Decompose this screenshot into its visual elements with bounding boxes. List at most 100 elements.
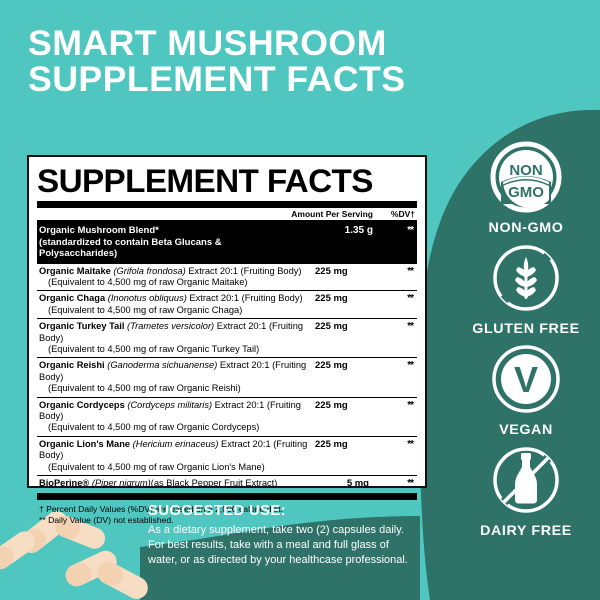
badge-dairy-free: DAIRY FREE: [452, 443, 600, 538]
column-header-rule: [37, 220, 417, 223]
ingredient-common-name: Organic Reishi: [39, 360, 105, 371]
ingredient-amount: 225 mg: [315, 293, 348, 305]
suggested-use-line-2: For best results, take with a meal and f…: [148, 539, 389, 551]
ingredient-amount: 225 mg: [315, 360, 348, 372]
title-line-2: SUPPLEMENT FACTS: [28, 60, 406, 99]
ingredient-latin-name: (Ganoderma sichuanense): [107, 360, 218, 371]
column-headers: Amount Per Serving %DV†: [37, 208, 417, 220]
ingredient-name: Organic Reishi (Ganoderma sichuanense) E…: [37, 360, 315, 394]
suggested-use-line-1: As a dietary supplement, take two (2) ca…: [148, 524, 404, 536]
ingredient-descriptor: Extract 20:1 (Fruiting Body): [39, 360, 307, 382]
row-rule: [37, 435, 417, 437]
ingredient-descriptor: Extract 20:1 (Fruiting Body): [39, 399, 301, 421]
column-header-dv: %DV†: [390, 209, 415, 219]
bioperine-name: BioPerine® (Piper nigrum)(as Black Peppe…: [37, 478, 307, 489]
table-row-ingredient: Organic Turkey Tail (Trametes versicolor…: [37, 319, 417, 357]
ingredient-descriptor: Extract 20:1 (Fruiting Body): [188, 265, 302, 276]
vegan-mark: V: [514, 359, 538, 400]
suggested-use-line-3: water, or as directed by your healthcase…: [148, 554, 408, 566]
dairy-free-icon: [493, 447, 559, 513]
footnote-dv-not-established: ** Daily Value (DV) not established.: [39, 515, 174, 526]
ingredient-descriptor: Extract 20:1 (Fruiting Body): [39, 321, 304, 343]
ingredient-rows: Organic Maitake (Grifola frondosa) Extra…: [37, 264, 417, 476]
ingredient-amount: 225 mg: [315, 438, 348, 450]
table-row-ingredient: Organic Maitake (Grifola frondosa) Extra…: [37, 264, 417, 291]
ingredient-latin-name: (Hericium erinaceus): [132, 438, 219, 449]
bioperine-descriptor: (as Black Pepper Fruit Extract): [150, 478, 278, 488]
ingredient-equivalent: (Equivalent to 4,500 mg of raw Organic C…: [48, 304, 243, 315]
certification-badges: NON GMO NON-GMO GLUTEN FREE: [452, 140, 600, 544]
blend-name-line1: Organic Mushroom Blend*: [39, 225, 159, 236]
title-line-1: SMART MUSHROOM: [28, 24, 387, 63]
row-rule: [37, 396, 417, 398]
badge-label-dairy-free: DAIRY FREE: [480, 522, 572, 538]
ingredient-latin-name: (Cordyceps militaris): [127, 399, 213, 410]
ingredient-name: Organic Lion's Mane (Hericium erinaceus)…: [37, 439, 315, 473]
heading-rule: [37, 201, 417, 208]
table-row-ingredient: Organic Lion's Mane (Hericium erinaceus)…: [37, 437, 417, 475]
row-rule: [37, 475, 417, 476]
ingredient-dv: **: [407, 399, 414, 411]
ingredient-name: Organic Maitake (Grifola frondosa) Extra…: [37, 266, 315, 289]
row-rule: [37, 290, 417, 292]
badge-label-non-gmo: NON-GMO: [488, 219, 564, 235]
gluten-free-icon: [493, 245, 559, 311]
ingredient-amount: 225 mg: [315, 321, 348, 333]
table-bottom-rule: [37, 493, 417, 501]
ingredient-descriptor: Extract 20:1 (Fruiting Body): [189, 293, 303, 304]
ingredient-amount: 225 mg: [315, 265, 348, 277]
suggested-use-section: SUGGESTED USE: As a dietary supplement, …: [148, 503, 438, 568]
non-gmo-mark-bottom: GMO: [508, 184, 544, 201]
ingredient-name: Organic Turkey Tail (Trametes versicolor…: [37, 321, 315, 355]
ingredient-dv: **: [407, 321, 414, 333]
blend-rule: [37, 262, 417, 264]
ingredient-latin-name: (Inonotus obliquus): [107, 293, 187, 304]
ingredient-equivalent: (Equivalent to 4,500 mg of raw Organic R…: [48, 383, 241, 394]
table-row-ingredient: Organic Reishi (Ganoderma sichuanense) E…: [37, 358, 417, 396]
badge-non-gmo: NON GMO NON-GMO: [452, 140, 600, 235]
ingredient-descriptor: Extract 20:1 (Fruiting Body): [39, 438, 308, 461]
table-row-ingredient: Organic Cordyceps (Cordyceps militaris) …: [37, 398, 417, 436]
ingredient-equivalent: (Equivalent to 4,500 mg of raw Organic T…: [48, 343, 260, 354]
footnotes: † Percent Daily Values (%DV) are based o…: [37, 500, 417, 526]
supplement-facts-panel: SUPPLEMENT FACTS Amount Per Serving %DV†…: [27, 155, 427, 525]
bioperine-dv: **: [407, 478, 414, 489]
blend-dv: **: [407, 225, 414, 236]
vegan-icon: V: [492, 345, 560, 413]
page-title: SMART MUSHROOM SUPPLEMENT FACTS: [28, 26, 548, 98]
badge-label-vegan: VEGAN: [499, 421, 553, 437]
bioperine-latin: (Piper nigrum): [91, 478, 151, 488]
ingredient-dv: **: [407, 360, 414, 372]
ingredient-name: Organic Cordyceps (Cordyceps militaris) …: [37, 400, 315, 434]
ingredient-common-name: Organic Lion's Mane: [39, 438, 131, 449]
ingredient-dv: **: [407, 265, 414, 277]
blend-name: Organic Mushroom Blend* (standardized to…: [37, 225, 277, 260]
suggested-use-title: SUGGESTED USE:: [148, 503, 286, 519]
non-gmo-mark-top: NON: [509, 162, 542, 179]
ingredient-common-name: Organic Turkey Tail: [39, 321, 125, 332]
table-row-ingredient: Organic Chaga (Inonotus obliquus) Extrac…: [37, 291, 417, 318]
blend-name-line2: (standardized to contain Beta Glucans & …: [39, 236, 222, 260]
badge-label-gluten-free: GLUTEN FREE: [472, 320, 580, 336]
ingredient-amount: 225 mg: [315, 399, 348, 411]
ingredient-equivalent: (Equivalent to 4,500 mg of raw Organic L…: [48, 461, 265, 472]
dark-teal-blob: [419, 109, 600, 600]
bioperine-name-text: BioPerine®: [39, 478, 90, 488]
supplement-facts-heading: SUPPLEMENT FACTS: [37, 163, 373, 199]
ingredient-common-name: Organic Maitake: [39, 265, 111, 276]
table-row-blend: Organic Mushroom Blend* (standardized to…: [37, 223, 417, 263]
ingredient-latin-name: (Trametes versicolor): [127, 321, 215, 332]
ingredient-equivalent: (Equivalent to 4,500 mg of raw Organic M…: [48, 276, 248, 287]
badge-gluten-free: GLUTEN FREE: [452, 241, 600, 336]
ingredient-common-name: Organic Chaga: [39, 293, 106, 304]
row-rule: [37, 357, 417, 359]
blend-amount: 1.35 g: [344, 225, 373, 236]
footnote-dv-basis: † Percent Daily Values (%DV) are based o…: [39, 504, 283, 515]
bioperine-amount: 5 mg: [346, 478, 369, 489]
ingredient-common-name: Organic Cordyceps: [39, 399, 125, 410]
ingredient-name: Organic Chaga (Inonotus obliquus) Extrac…: [37, 293, 315, 316]
row-rule: [37, 318, 417, 320]
column-header-amount: Amount Per Serving: [291, 209, 373, 219]
capsule-cluster: [0, 511, 148, 599]
ingredient-dv: **: [407, 293, 414, 305]
